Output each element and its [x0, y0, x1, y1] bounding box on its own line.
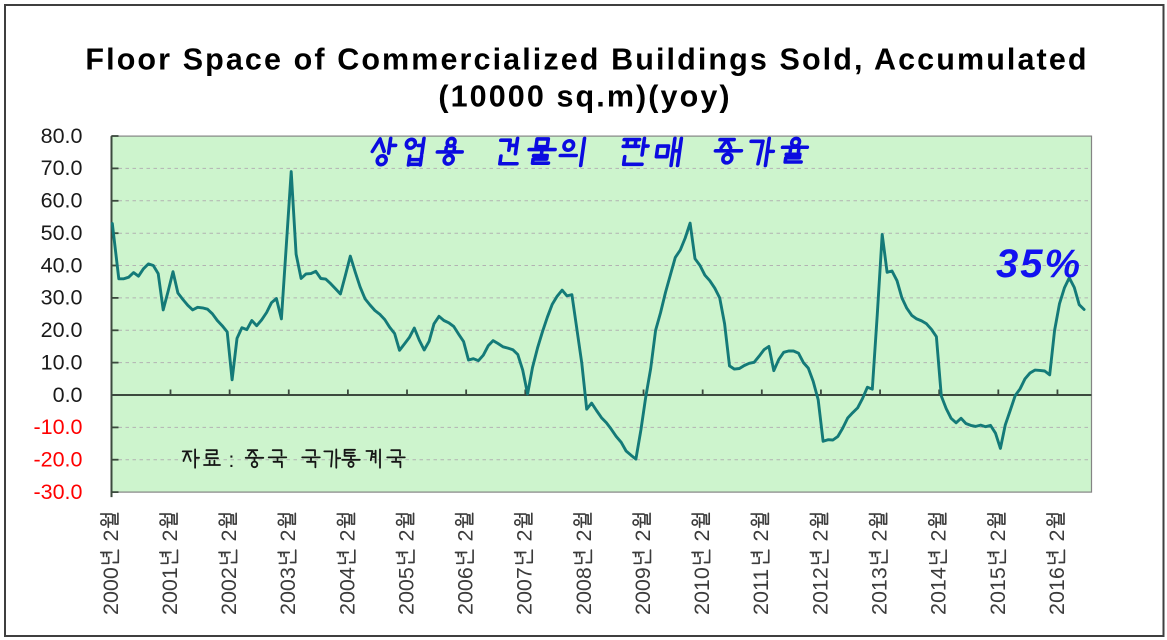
svg-text:Floor Space of Commercialized: Floor Space of Commercialized Buildings … [85, 43, 1088, 77]
svg-text:2: 2 [927, 530, 951, 542]
svg-text:40.0: 40.0 [41, 253, 83, 277]
svg-text:2: 2 [867, 530, 891, 542]
svg-text:2: 2 [986, 530, 1010, 542]
svg-text:2000: 2000 [99, 567, 123, 615]
svg-text:80.0: 80.0 [41, 124, 83, 148]
svg-text:2004: 2004 [335, 567, 359, 615]
svg-text:2010: 2010 [690, 567, 714, 615]
svg-text:2: 2 [335, 530, 359, 542]
svg-text:50.0: 50.0 [41, 221, 83, 245]
svg-text:2: 2 [513, 530, 537, 542]
svg-text:2: 2 [631, 530, 655, 542]
svg-text:2: 2 [749, 530, 773, 542]
svg-text:2005: 2005 [394, 567, 418, 615]
svg-text:(10000 sq.m)(yoy): (10000 sq.m)(yoy) [438, 80, 731, 114]
svg-text:2: 2 [99, 530, 123, 542]
svg-text:30.0: 30.0 [41, 286, 83, 310]
svg-text:2: 2 [808, 530, 832, 542]
svg-text:2: 2 [276, 530, 300, 542]
svg-text:-20.0: -20.0 [33, 448, 82, 472]
svg-text:2: 2 [1045, 530, 1069, 542]
svg-text:2014: 2014 [927, 567, 951, 615]
svg-text:0.0: 0.0 [53, 383, 83, 407]
svg-text:2011: 2011 [749, 569, 773, 615]
svg-text:2016: 2016 [1045, 567, 1069, 615]
svg-text:-30.0: -30.0 [33, 480, 82, 504]
svg-text:2015: 2015 [986, 567, 1010, 615]
svg-text:2: 2 [394, 530, 418, 542]
svg-text:2008: 2008 [572, 567, 596, 615]
svg-text:10.0: 10.0 [41, 350, 83, 374]
svg-text:2006: 2006 [454, 567, 478, 615]
svg-text:2003: 2003 [276, 567, 300, 615]
svg-text:2001: 2001 [158, 567, 182, 615]
svg-text:20.0: 20.0 [41, 318, 83, 342]
svg-text:60.0: 60.0 [41, 189, 83, 213]
svg-text:2009: 2009 [631, 567, 655, 615]
svg-text:-10.0: -10.0 [33, 415, 82, 439]
svg-text:35%: 35% [996, 242, 1082, 286]
svg-text:70.0: 70.0 [41, 156, 83, 180]
svg-text:2: 2 [454, 530, 478, 542]
svg-text::: : [229, 449, 235, 472]
svg-text:2007: 2007 [513, 567, 537, 615]
svg-text:2013: 2013 [867, 567, 891, 615]
svg-text:2: 2 [690, 530, 714, 542]
svg-text:2012: 2012 [808, 567, 832, 615]
svg-text:2: 2 [572, 530, 596, 542]
svg-text:2: 2 [217, 530, 241, 542]
svg-text:2: 2 [158, 530, 182, 542]
svg-text:2002: 2002 [217, 567, 241, 615]
